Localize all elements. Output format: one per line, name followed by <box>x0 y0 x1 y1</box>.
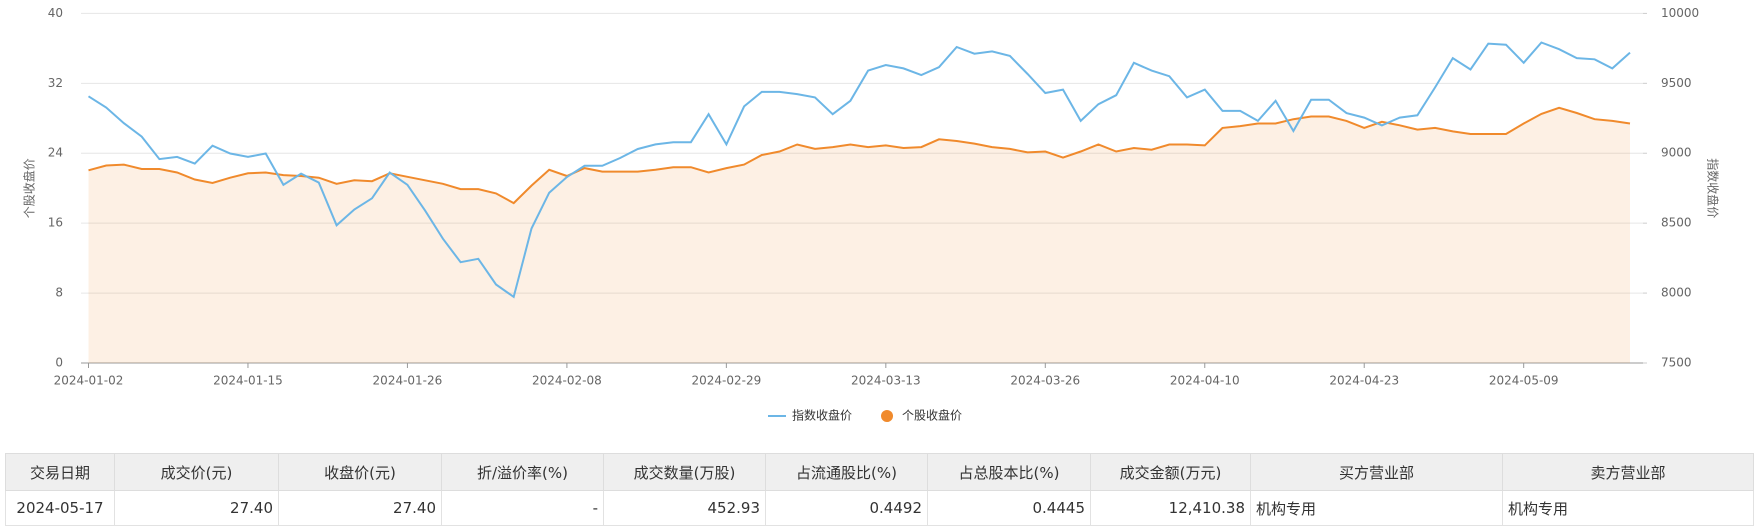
line <box>87 41 1631 299</box>
header-cell: 卖方营业部 <box>1502 453 1754 491</box>
y2-tick-label: 9000 <box>1661 146 1692 160</box>
x-tick-label: 2024-01-15 <box>213 374 283 388</box>
line <box>88 106 1631 205</box>
header-cell: 折/溢价率(%) <box>441 453 604 491</box>
x-tick-label: 2024-01-02 <box>54 374 124 388</box>
area <box>88 107 1630 363</box>
header-cell: 占总股本比(%) <box>927 453 1091 491</box>
x-tick-label: 2024-04-23 <box>1329 374 1399 388</box>
legend-label: 指数收盘价 <box>792 408 852 423</box>
x-tick-label: 2024-04-10 <box>1170 374 1240 388</box>
table-cell: 机构专用 <box>1250 490 1503 526</box>
header-cell: 占流通股比(%) <box>765 453 928 491</box>
table-cell: 27.40 <box>114 490 279 526</box>
header-cell: 成交数量(万股) <box>603 453 766 491</box>
x-tick-label: 2024-01-26 <box>373 374 443 388</box>
table-body: 2024-05-17 27.40 27.40-452.93 0.4492 0.4445 1… <box>5 490 1754 526</box>
y-tick-label: 8 <box>55 286 63 300</box>
y2-tick-label: 8500 <box>1661 216 1692 230</box>
trade-table: 交易日期 成交价(元) 收盘价(元) 折/溢价率(%) 成交数量(万股) 占流通股比(%)… <box>5 453 1754 526</box>
y2-tick-label: 8000 <box>1661 286 1692 300</box>
y-tick-label: 32 <box>48 76 63 90</box>
legend-label: 个股收盘价 <box>902 408 962 423</box>
x-tick-label: 2024-03-13 <box>851 374 921 388</box>
y-tick-label: 0 <box>55 356 63 370</box>
y2-tick-label: 9500 <box>1661 76 1692 90</box>
y2-tick-label: 10000 <box>1661 6 1699 20</box>
table-cell: 机构专用 <box>1502 490 1754 526</box>
header-cell: 买方营业部 <box>1250 453 1503 491</box>
table-cell: 27.40 <box>278 490 442 526</box>
x-tick-label: 2024-02-29 <box>691 374 761 388</box>
header-cell: 收盘价(元) <box>278 453 442 491</box>
y-axis-label: 个股收盘价 <box>22 158 37 218</box>
legend-swatch <box>881 410 894 422</box>
y-tick-label: 40 <box>48 6 63 20</box>
header-cell: 交易日期 <box>5 453 115 491</box>
header-cell: 成交金额(万元) <box>1090 453 1251 491</box>
table-cell: 0.4492 <box>765 490 928 526</box>
x-tick-label: 2024-02-08 <box>532 374 602 388</box>
table-cell: 12,410.38 <box>1090 490 1251 526</box>
y2-tick-label: 7500 <box>1661 356 1692 370</box>
table-cell: 452.93 <box>603 490 766 526</box>
table-header: 交易日期 成交价(元) 收盘价(元) 折/溢价率(%) 成交数量(万股) 占流通股比(%)… <box>5 453 1754 491</box>
table-cell: 2024-05-17 <box>5 490 115 526</box>
table-cell: 0.4445 <box>927 490 1091 526</box>
x-tick-label: 2024-03-26 <box>1010 374 1080 388</box>
y-tick-label: 24 <box>48 146 63 160</box>
chart: 0 8 16 24 32 40 7500 8000 8500 9000 9500 10000 个股收盘价… <box>22 6 1721 423</box>
y2-axis-label: 指数收盘价 <box>1706 158 1721 218</box>
table-cell: - <box>441 490 604 526</box>
y-tick-label: 16 <box>48 216 63 230</box>
x-tick-label: 2024-05-09 <box>1489 374 1559 388</box>
header-cell: 成交价(元) <box>114 453 279 491</box>
table-row: 2024-05-17 27.40 27.40-452.93 0.4492 0.4445 1… <box>5 490 1754 526</box>
